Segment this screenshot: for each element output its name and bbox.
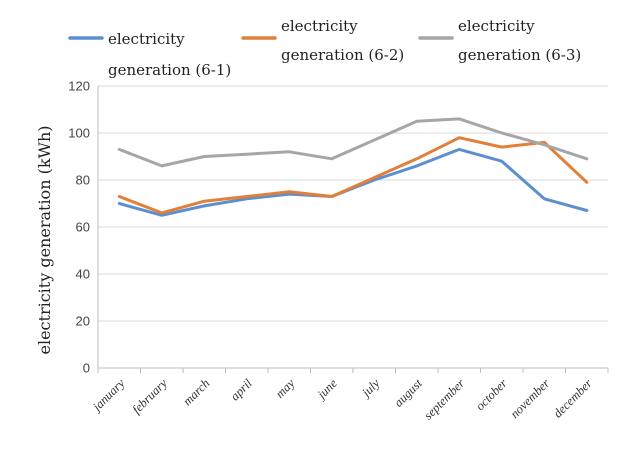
- series-lines: [117, 117, 589, 217]
- y-tick-label: 80: [76, 173, 90, 188]
- legend-label-line1: electricity: [108, 30, 185, 48]
- legend-label-line2: generation (6-3): [458, 46, 581, 64]
- legend-label-line1: electricity: [458, 17, 535, 35]
- y-tick-label: 0: [83, 361, 90, 376]
- y-tick-label: 40: [76, 267, 90, 282]
- series-line-2: [117, 136, 589, 215]
- legend-label-line2: generation (6-1): [108, 61, 231, 79]
- legend: electricity generation (6-1) electricity ge…: [68, 17, 581, 79]
- y-tick-label: 20: [76, 314, 90, 329]
- legend-entry-1: electricity generation (6-1): [68, 30, 231, 79]
- y-tick-label: 60: [76, 220, 90, 235]
- y-axis-title: electricity generation (kWh): [35, 125, 54, 354]
- legend-entry-2: electricity generation (6-2): [241, 17, 404, 64]
- legend-label-line2: generation (6-2): [281, 46, 404, 64]
- grid: [98, 85, 608, 322]
- series-line-3: [117, 117, 589, 168]
- y-tick-label: 120: [68, 79, 90, 94]
- y-tick-label: 100: [68, 126, 90, 141]
- legend-label-line1: electricity: [281, 17, 358, 35]
- legend-entry-3: electricity generation (6-3): [418, 17, 581, 64]
